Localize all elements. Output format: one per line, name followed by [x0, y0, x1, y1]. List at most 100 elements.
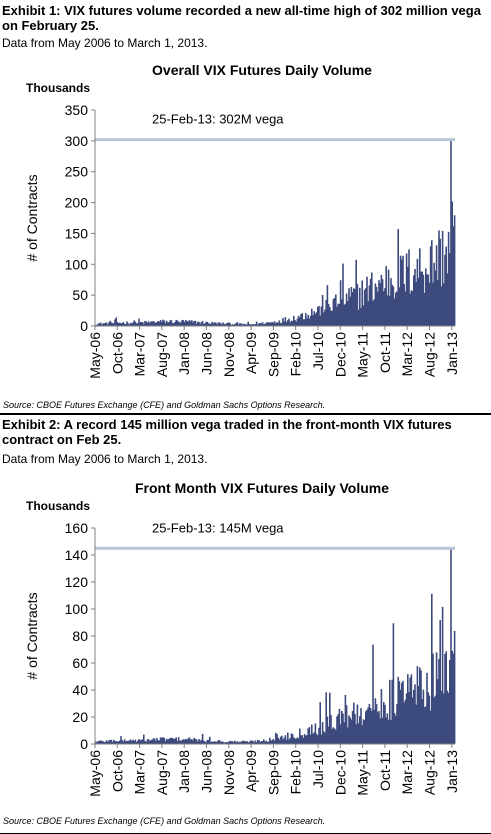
volume-bar	[319, 315, 321, 326]
volume-bar	[245, 324, 247, 326]
volume-bar	[267, 741, 270, 744]
unit-label: Thousands	[26, 81, 90, 95]
volume-bar	[451, 650, 453, 744]
y-tick-label: 80	[72, 628, 88, 644]
volume-bar	[391, 284, 393, 326]
volume-bar	[395, 292, 397, 326]
x-tick-label: Jun-08	[199, 750, 215, 793]
volume-bar	[271, 321, 273, 326]
volume-bar	[223, 323, 225, 326]
volume-bar	[438, 230, 440, 326]
volume-bar	[357, 723, 360, 744]
volume-bar	[207, 323, 210, 326]
x-tick-label: May-11	[355, 332, 371, 378]
volume-bar	[149, 322, 151, 326]
volume-bar	[203, 740, 205, 744]
volume-bar	[374, 283, 377, 326]
volume-bar	[344, 303, 347, 326]
volume-bar	[318, 306, 320, 326]
volume-bar	[122, 322, 125, 326]
volume-bar	[348, 715, 350, 744]
volume-bar	[108, 740, 110, 744]
volume-bar	[368, 285, 371, 326]
volume-bar	[285, 739, 288, 744]
volume-bar	[234, 323, 236, 326]
volume-bar	[432, 282, 434, 326]
volume-bar	[211, 321, 213, 326]
volume-bar	[408, 691, 410, 744]
exhibit-2: Exhibit 2: A record 145 million vega tra…	[0, 414, 491, 834]
volume-bar	[219, 741, 222, 744]
exhibit-subtitle: Data from May 2006 to March 1, 2013.	[2, 452, 208, 466]
volume-bar	[217, 740, 219, 744]
volume-bar	[325, 299, 327, 326]
volume-bar	[295, 738, 297, 744]
volume-bar	[164, 323, 167, 326]
volume-bar	[170, 320, 173, 326]
volume-bar	[273, 740, 276, 744]
volume-bar	[243, 323, 246, 326]
volume-bar	[246, 324, 248, 326]
volume-bar	[164, 741, 167, 744]
volume-bar	[134, 321, 137, 326]
volume-bar	[350, 286, 353, 326]
volume-bar	[156, 322, 158, 326]
volume-bar	[367, 707, 369, 744]
volume-bar	[407, 267, 409, 326]
volume-bar	[417, 277, 420, 326]
volume-bar	[134, 739, 137, 744]
volume-bar	[99, 740, 102, 744]
volume-bar	[318, 727, 320, 744]
volume-bar	[222, 741, 224, 744]
volume-bar	[137, 323, 139, 326]
y-tick-label: 140	[65, 547, 89, 563]
volume-bar	[432, 653, 434, 744]
x-tick-label: May-06	[87, 332, 103, 379]
volume-bar	[385, 265, 387, 326]
volume-bar	[236, 741, 239, 744]
volume-bar	[161, 322, 163, 326]
volume-bar	[355, 724, 357, 744]
volume-bar	[177, 737, 180, 744]
y-tick-label: 350	[65, 102, 89, 118]
volume-bar	[281, 322, 283, 326]
volume-bar	[179, 740, 181, 744]
volume-bar	[386, 713, 389, 744]
volume-bar	[333, 297, 336, 326]
volume-bar	[420, 271, 422, 326]
x-tick-label: Aug-07	[154, 332, 170, 377]
volume-bar	[290, 320, 293, 326]
volume-bar	[259, 742, 261, 744]
y-tick-label: 120	[65, 574, 89, 590]
volume-bar	[150, 321, 152, 326]
exhibit-1: Exhibit 1: VIX futures volume recorded a…	[0, 0, 491, 414]
volume-bar	[129, 739, 132, 744]
volume-bar	[324, 309, 326, 326]
volume-bar	[368, 703, 371, 744]
volume-bar	[321, 722, 324, 744]
volume-bar	[315, 733, 318, 744]
volume-bar	[159, 320, 162, 326]
volume-bar	[235, 742, 237, 744]
volume-bar	[209, 736, 211, 744]
volume-bar	[225, 742, 228, 744]
volume-bar	[121, 322, 123, 326]
volume-bar	[291, 321, 294, 326]
volume-bar	[397, 676, 399, 744]
volume-bar	[353, 288, 355, 326]
volume-bar	[401, 682, 403, 744]
volume-bar	[171, 737, 174, 744]
volume-bar	[372, 644, 374, 744]
volume-bar	[421, 271, 423, 326]
volume-bar	[392, 286, 395, 326]
volume-bar	[371, 272, 373, 326]
chart-title: Front Month VIX Futures Daily Volume	[135, 480, 389, 496]
volume-bar	[345, 705, 348, 744]
x-tick-label: May-06	[87, 750, 103, 797]
volume-bar	[258, 740, 260, 744]
volume-bar	[276, 322, 278, 326]
volume-bar	[423, 707, 426, 744]
volume-bar	[283, 737, 285, 744]
volume-bar	[95, 741, 97, 744]
volume-bar	[321, 295, 324, 326]
